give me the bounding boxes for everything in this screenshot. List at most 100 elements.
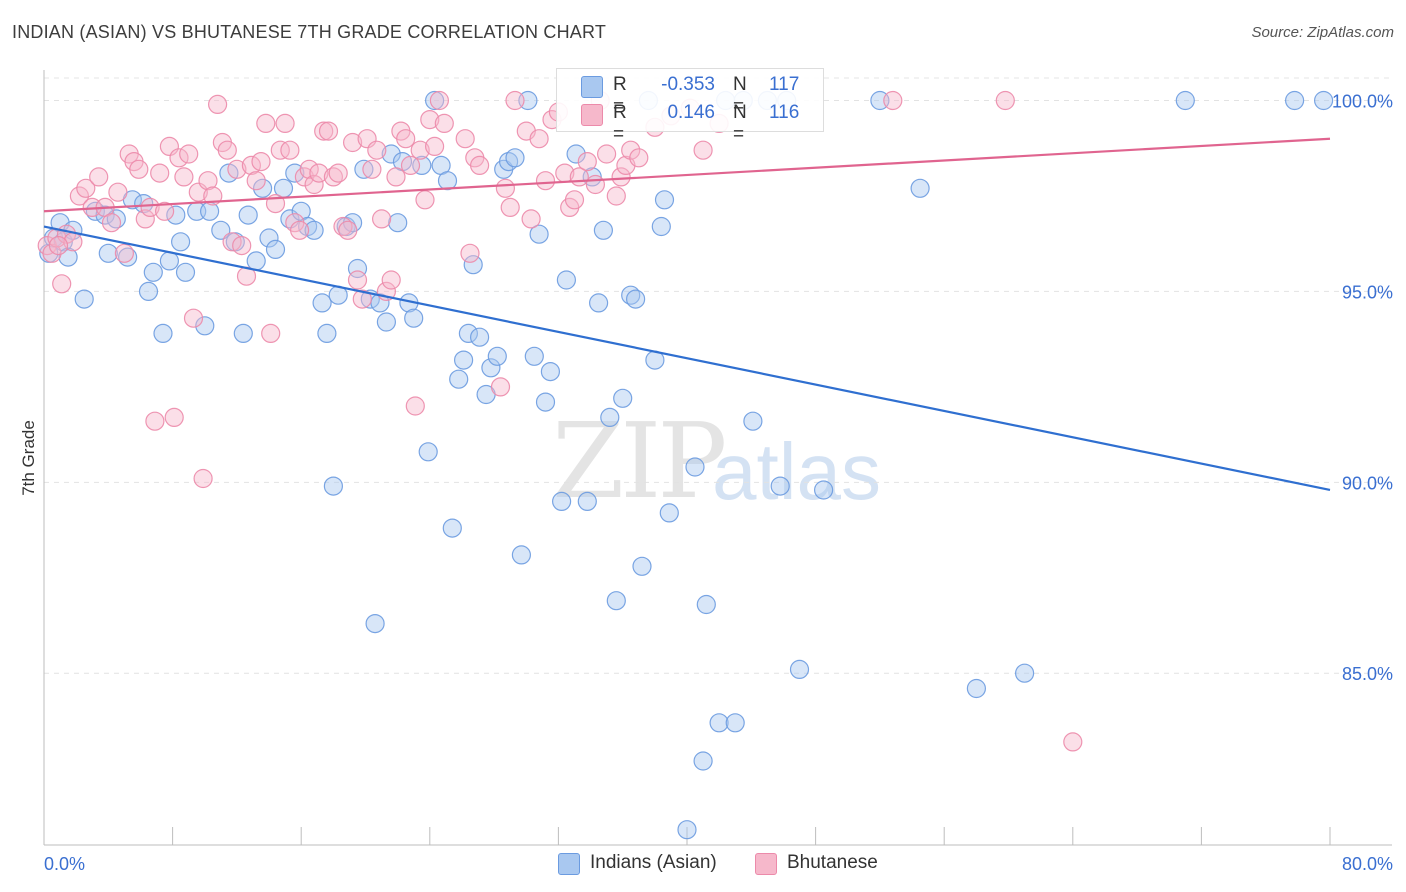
- data-point: [463, 255, 483, 275]
- data-point: [577, 152, 597, 172]
- data-point: [265, 239, 286, 259]
- data-point: [654, 190, 675, 210]
- data-point: [140, 197, 160, 217]
- data-point: [966, 678, 987, 699]
- legend-n-value: 116: [769, 102, 800, 123]
- data-point: [425, 90, 445, 111]
- data-point: [227, 159, 247, 179]
- data-point: [725, 713, 745, 733]
- data-point: [693, 140, 713, 160]
- data-point: [376, 312, 396, 332]
- data-point: [505, 148, 525, 168]
- data-point: [183, 308, 204, 328]
- data-point: [98, 243, 118, 263]
- data-point: [693, 751, 713, 771]
- data-point: [1284, 90, 1305, 111]
- data-point: [153, 323, 173, 343]
- data-point: [1014, 663, 1035, 683]
- data-point: [396, 129, 416, 149]
- data-point: [354, 159, 374, 179]
- data-point: [256, 113, 276, 134]
- data-point: [69, 186, 90, 206]
- data-point: [314, 121, 334, 141]
- legend-r-label: R =: [613, 102, 627, 145]
- data-point: [217, 140, 237, 160]
- data-point: [789, 659, 810, 680]
- data-point: [420, 109, 440, 130]
- data-point: [143, 262, 163, 282]
- data-point: [381, 144, 401, 164]
- data-point: [600, 407, 620, 427]
- data-point: [74, 289, 94, 309]
- data-point: [677, 820, 697, 840]
- trend-layer: [43, 137, 1331, 492]
- data-point: [458, 323, 478, 343]
- y-tick-label: 85.0%: [1342, 664, 1393, 684]
- data-point: [347, 270, 368, 290]
- data-point: [352, 289, 372, 309]
- data-point: [535, 171, 556, 191]
- data-point: [1175, 90, 1195, 111]
- data-point: [404, 308, 424, 328]
- data-point: [481, 358, 501, 378]
- data-point: [577, 491, 597, 511]
- data-point: [625, 289, 646, 309]
- data-point: [323, 476, 343, 496]
- y-axis-label: 7th Grade: [19, 420, 38, 496]
- data-point: [338, 220, 358, 240]
- x-tick-label: 80.0%: [1342, 854, 1393, 874]
- data-point: [564, 190, 585, 210]
- data-point: [117, 247, 138, 267]
- data-point: [611, 167, 631, 187]
- data-point: [490, 377, 511, 397]
- data-point: [551, 491, 572, 511]
- data-point: [910, 178, 930, 198]
- data-point: [175, 262, 196, 282]
- x-tick-label: 0.0%: [44, 854, 85, 874]
- data-point: [42, 243, 62, 263]
- data-point: [270, 140, 290, 160]
- data-point: [588, 293, 609, 313]
- data-point: [540, 362, 561, 382]
- data-point: [290, 220, 310, 240]
- data-point: [632, 556, 652, 576]
- data-point: [529, 129, 549, 149]
- data-point: [195, 316, 215, 336]
- data-point: [145, 411, 165, 431]
- data-point: [138, 281, 159, 301]
- axis-labels: 85.0% 90.0% 95.0% 100.0% 0.0% 80.0% 7th Grade: [19, 92, 1393, 874]
- trend-line-bhutanese: [43, 137, 1331, 213]
- data-point: [1063, 732, 1083, 752]
- data-point: [108, 182, 128, 202]
- data-point: [241, 155, 261, 175]
- data-point: [556, 270, 577, 290]
- data-point: [347, 258, 368, 279]
- legend-label-bhutanese: Bhutanese: [787, 852, 878, 873]
- y-tick-label: 90.0%: [1342, 473, 1393, 493]
- data-point: [285, 163, 305, 183]
- legend-r-value: -0.353: [661, 74, 715, 95]
- chart-title: INDIAN (ASIAN) VS BHUTANESE 7TH GRADE CO…: [12, 22, 607, 42]
- data-point: [129, 159, 149, 179]
- series-indians: [39, 90, 1334, 840]
- data-point: [596, 144, 617, 164]
- data-point: [171, 232, 191, 252]
- legend-r-label: R =: [613, 74, 627, 117]
- data-point: [621, 140, 641, 160]
- data-point: [386, 167, 406, 187]
- data-point: [48, 236, 69, 256]
- data-point: [174, 167, 194, 187]
- data-point: [613, 388, 633, 408]
- data-point: [454, 350, 474, 370]
- data-point: [76, 178, 96, 198]
- data-point: [629, 148, 649, 168]
- data-point: [566, 144, 586, 164]
- data-point: [343, 132, 363, 153]
- y-tick-label: 95.0%: [1342, 282, 1393, 302]
- data-point: [135, 209, 155, 229]
- data-point: [505, 90, 525, 111]
- data-point: [222, 232, 242, 252]
- data-point: [259, 228, 279, 248]
- trend-line-indians: [43, 225, 1331, 492]
